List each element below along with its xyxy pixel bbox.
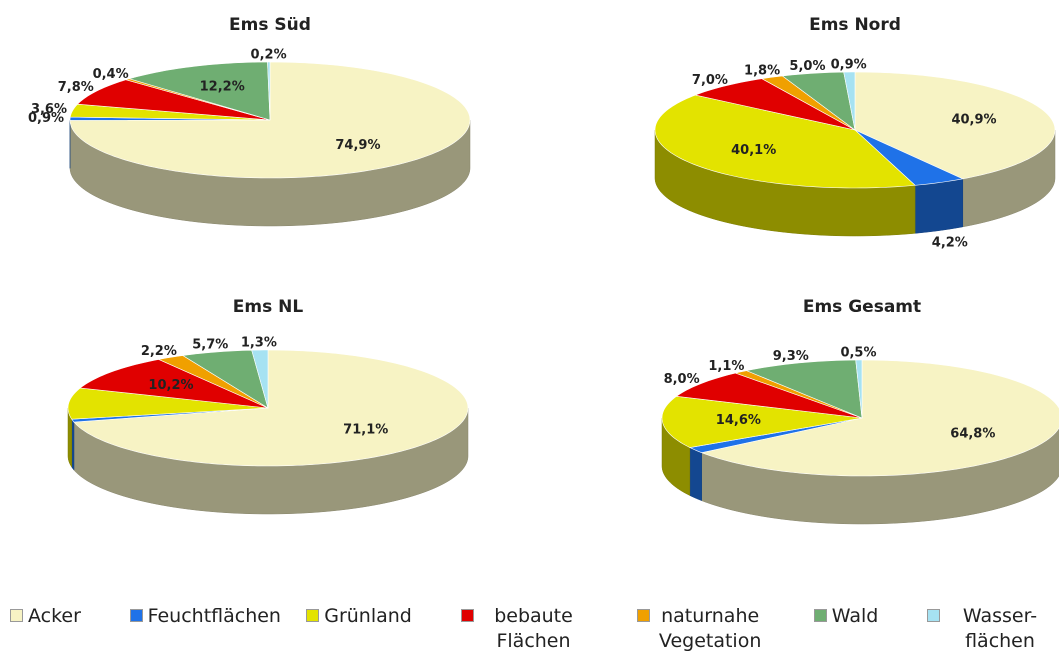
data-label: 64,8% bbox=[950, 427, 995, 442]
slice bbox=[694, 78, 856, 131]
legend-item: Feuchtflächen bbox=[129, 604, 281, 654]
slice bbox=[654, 94, 916, 189]
slice bbox=[67, 387, 269, 420]
data-label: 40,9% bbox=[951, 112, 996, 127]
chart-title: Ems NL bbox=[233, 297, 304, 317]
tops bbox=[69, 61, 471, 179]
data-label: 71,1% bbox=[343, 423, 388, 438]
chart: Ems Süd74,9%0,9%3,6%7,8%0,4%12,2%0,2%Ems… bbox=[28, 15, 1059, 525]
legend-label: Wasser-flächen bbox=[962, 605, 1038, 652]
slice bbox=[79, 359, 269, 409]
data-label: 2,2% bbox=[141, 344, 177, 359]
legend-swatch bbox=[306, 609, 320, 622]
slice bbox=[745, 359, 863, 419]
legend-item: Wald bbox=[813, 604, 879, 654]
legend-label: Wald bbox=[831, 605, 879, 627]
slice bbox=[181, 349, 269, 409]
data-label: 8,0% bbox=[664, 372, 700, 387]
slice bbox=[157, 355, 269, 409]
legend-label: naturnahe Vegetation bbox=[658, 605, 762, 652]
slice bbox=[855, 359, 863, 419]
data-label: 4,2% bbox=[932, 235, 968, 250]
data-label: 74,9% bbox=[335, 138, 380, 153]
legend-swatch bbox=[129, 609, 143, 622]
slice bbox=[760, 75, 856, 131]
slice bbox=[700, 359, 1059, 477]
slice bbox=[854, 129, 964, 186]
legend-item: bebaute Flächen bbox=[460, 604, 589, 654]
slice-side bbox=[914, 178, 964, 234]
legend-item: Acker bbox=[10, 604, 81, 654]
data-label: 0,5% bbox=[840, 346, 876, 361]
slice bbox=[675, 372, 863, 419]
legend-item: Grünland bbox=[306, 604, 412, 654]
data-label: 1,3% bbox=[241, 336, 277, 351]
tops bbox=[661, 359, 1059, 477]
legend-swatch bbox=[637, 609, 651, 622]
data-label: 7,0% bbox=[692, 73, 728, 88]
slice bbox=[843, 71, 856, 131]
legend-label: bebaute Flächen bbox=[494, 605, 573, 652]
data-label: 0,9% bbox=[28, 111, 64, 126]
data-label: 10,2% bbox=[148, 378, 193, 393]
slice bbox=[251, 349, 269, 409]
legend-label: Feuchtflächen bbox=[147, 605, 281, 627]
data-label: 1,8% bbox=[744, 63, 780, 78]
legend-item: Wasser-flächen bbox=[927, 604, 1055, 654]
legend-swatch bbox=[813, 609, 827, 622]
legend-swatch bbox=[10, 609, 23, 622]
data-label: 5,7% bbox=[192, 338, 228, 353]
legend-item: naturnahe Vegetation bbox=[637, 604, 765, 654]
data-label: 14,6% bbox=[716, 413, 761, 428]
chart-title: Ems Süd bbox=[229, 15, 311, 35]
slice-side bbox=[71, 418, 75, 471]
data-label: 7,8% bbox=[58, 80, 94, 95]
slice bbox=[73, 349, 469, 467]
legend-label: Acker bbox=[28, 605, 81, 627]
data-label: 3,6% bbox=[31, 102, 67, 117]
legend: Acker Feuchtflächen Grünland bebaute Fläche… bbox=[10, 604, 1055, 654]
data-label: 5,0% bbox=[789, 59, 825, 74]
slice bbox=[128, 61, 271, 121]
legend-swatch bbox=[927, 609, 940, 622]
tops bbox=[654, 71, 1056, 189]
chart-title: Ems Nord bbox=[809, 15, 901, 35]
data-label: 0,4% bbox=[93, 67, 129, 82]
data-label: 1,1% bbox=[708, 359, 744, 374]
slice-side bbox=[689, 447, 702, 502]
tops bbox=[67, 349, 469, 467]
slice bbox=[661, 395, 863, 448]
legend-swatch bbox=[460, 609, 474, 622]
data-label: 12,2% bbox=[200, 79, 245, 94]
slice bbox=[854, 71, 1056, 180]
slice bbox=[781, 71, 856, 131]
slice bbox=[76, 79, 271, 121]
data-label: 40,1% bbox=[731, 143, 776, 158]
chart-title: Ems Gesamt bbox=[803, 297, 921, 317]
slice bbox=[267, 61, 271, 121]
data-label: 0,9% bbox=[831, 58, 867, 73]
legend-label: Grünland bbox=[324, 605, 412, 627]
data-label: 0,2% bbox=[251, 48, 287, 63]
data-label: 9,3% bbox=[773, 349, 809, 364]
